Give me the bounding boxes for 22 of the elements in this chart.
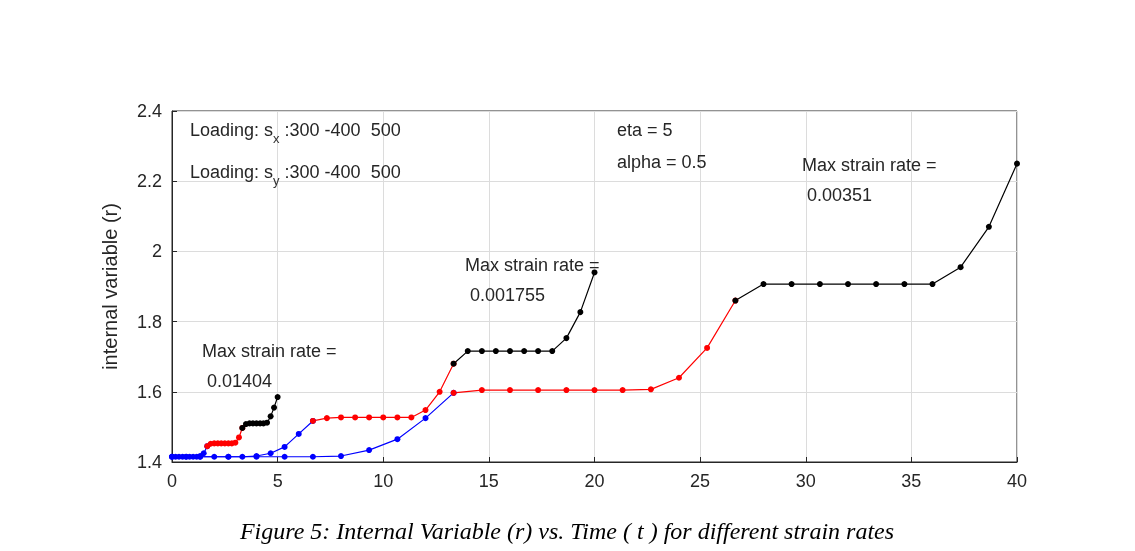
y-tick-label: 1.8 [136,311,162,332]
annotation: Max strain rate = 0.01404 [202,341,337,391]
x-tick-label: 20 [584,471,605,491]
y-tick-label: 1.4 [136,452,162,472]
x-tick-label: 15 [478,471,499,491]
y-tick-label: 2.2 [136,171,162,192]
y-tick-label: 2.4 [136,101,162,121]
x-tick-label: 5 [272,471,283,491]
y-axis-title: internal variable (r) [99,203,121,370]
x-tick-label: 40 [1006,471,1028,491]
annotation: Max strain rate = 0.00351 [802,155,937,205]
x-tick-label: 0 [166,471,178,491]
annotation: alpha = 0.5 [617,152,707,172]
x-tick-label: 35 [901,471,922,491]
annotation: eta = 5 [617,120,673,140]
x-tick-label: 25 [690,471,711,491]
x-tick-label: 10 [373,471,394,491]
y-tick-label: 2 [151,241,162,262]
y-tick-label: 1.6 [136,381,162,402]
annotation: Max strain rate = 0.001755 [465,255,600,305]
x-tick-label: 30 [795,471,816,491]
caption: Figure 5: Internal Variable (r) vs. Time ( t ) for different strain rates [238,518,895,544]
